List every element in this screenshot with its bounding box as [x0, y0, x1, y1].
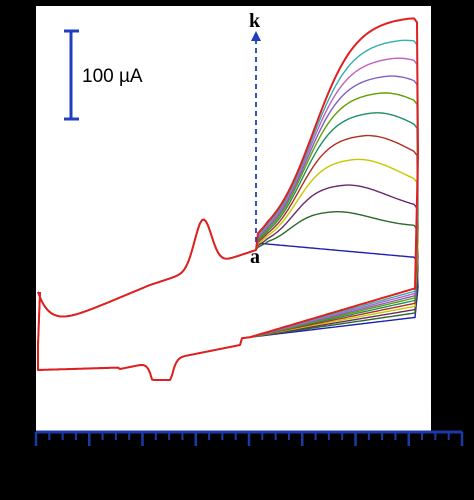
cv-curve-k — [37, 17, 419, 381]
annotation-a: a — [250, 246, 260, 268]
curve-group — [37, 17, 419, 381]
trend-arrow-head — [251, 31, 261, 41]
scale-bar: 100 µA — [64, 29, 143, 121]
x-axis — [34, 430, 464, 446]
annotation-k: k — [249, 10, 261, 32]
scale-bar-label: 100 µA — [82, 66, 143, 87]
plot-area — [36, 6, 431, 431]
trend-arrow — [251, 31, 261, 242]
